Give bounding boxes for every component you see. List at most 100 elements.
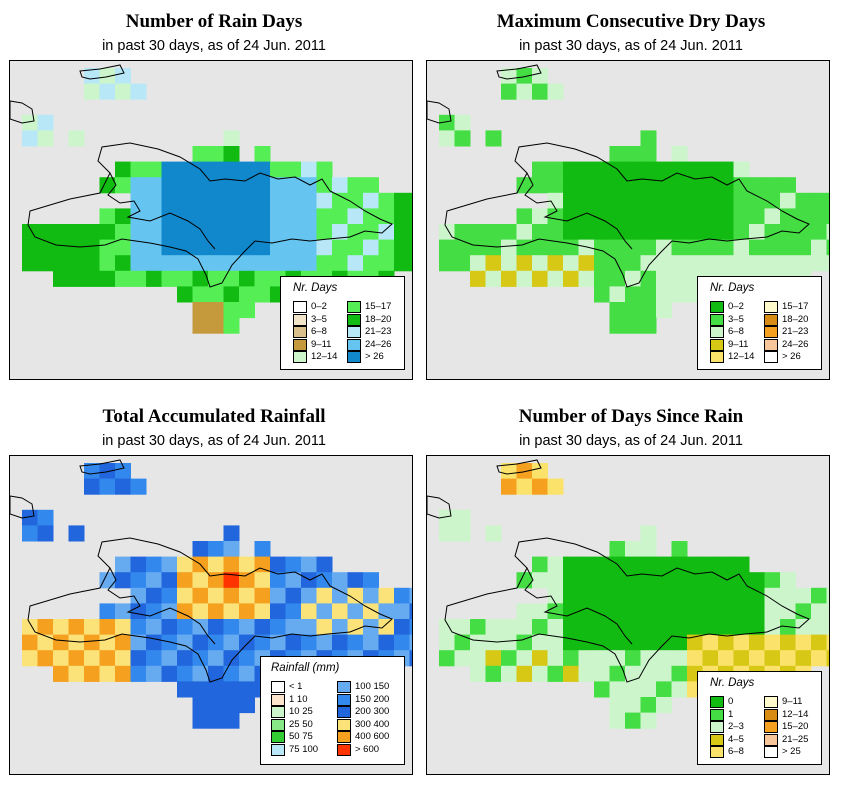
grid-cell xyxy=(223,192,240,209)
grid-cell xyxy=(332,634,348,651)
grid-cell xyxy=(239,192,255,209)
grid-cell xyxy=(501,270,517,287)
grid-cell xyxy=(749,603,765,620)
grid-cell xyxy=(37,239,54,256)
grid-cell xyxy=(532,161,548,178)
grid-cell xyxy=(146,634,162,651)
grid-cell xyxy=(811,634,827,651)
grid-cell xyxy=(687,208,703,225)
grid-cell xyxy=(640,681,657,698)
legend-swatch xyxy=(710,721,724,734)
grid-cell xyxy=(640,587,657,604)
grid-cell xyxy=(733,556,750,573)
border-line xyxy=(524,172,633,250)
grid-cell xyxy=(811,239,827,256)
grid-cell xyxy=(532,619,548,636)
grid-cell xyxy=(609,286,626,303)
grid-cell xyxy=(470,270,486,287)
legend-swatch xyxy=(764,708,778,721)
grid-cell xyxy=(640,161,657,178)
grid-cell xyxy=(625,603,641,620)
grid-cell xyxy=(656,634,672,651)
grid-cell xyxy=(625,239,641,256)
grid-cell xyxy=(470,619,486,636)
grid-cell xyxy=(316,239,333,256)
grid-cell xyxy=(223,587,240,604)
grid-cell xyxy=(702,572,719,589)
grid-cell xyxy=(378,224,395,241)
grid-cell xyxy=(53,239,69,256)
grid-cell xyxy=(84,665,100,682)
grid-cell xyxy=(177,603,193,620)
grid-cell xyxy=(609,146,626,163)
grid-cell xyxy=(99,68,116,85)
grid-cell xyxy=(671,208,688,225)
grid-cell xyxy=(656,270,672,287)
grid-cell xyxy=(347,572,364,589)
grid-cell xyxy=(718,208,734,225)
grid-cell xyxy=(223,239,240,256)
grid-cell xyxy=(409,634,412,651)
grid-cell xyxy=(301,177,317,194)
grid-cell xyxy=(53,224,69,241)
grid-cell xyxy=(223,255,240,272)
legend-title: Nr. Days xyxy=(293,282,338,294)
coastline xyxy=(10,100,35,124)
grid-cell xyxy=(594,556,610,573)
legend-swatch xyxy=(347,326,361,339)
grid-cell xyxy=(687,192,703,209)
grid-cell xyxy=(656,161,672,178)
map-grid xyxy=(10,64,412,334)
grid-cell xyxy=(192,239,209,256)
grid-cell xyxy=(547,177,564,194)
grid-cell xyxy=(811,587,827,604)
grid-cell xyxy=(671,665,688,682)
grid-cell xyxy=(578,634,595,651)
grid-cell xyxy=(547,634,564,651)
grid-cell xyxy=(671,270,688,287)
grid-cell xyxy=(99,603,116,620)
grid-cell xyxy=(223,681,240,698)
legend-swatch xyxy=(293,326,307,339)
grid-cell xyxy=(811,603,827,620)
grid-cell xyxy=(301,208,317,225)
grid-cell xyxy=(687,603,703,620)
grid-cell xyxy=(161,192,178,209)
grid-cell xyxy=(146,208,162,225)
legend-swatch xyxy=(710,746,724,759)
legend-label: 3–5 xyxy=(311,313,327,325)
grid-cell xyxy=(594,239,610,256)
grid-cell xyxy=(563,177,579,194)
grid-cell xyxy=(68,650,85,667)
grid-cell xyxy=(625,665,641,682)
grid-cell xyxy=(208,224,224,241)
grid-cell xyxy=(563,650,579,667)
grid-cell xyxy=(208,208,224,225)
grid-cell xyxy=(640,525,657,542)
grid-cell xyxy=(563,192,579,209)
grid-cell xyxy=(208,712,224,729)
grid-cell xyxy=(749,587,765,604)
grid-cell xyxy=(780,572,796,589)
grid-cell xyxy=(563,224,579,241)
grid-cell xyxy=(656,286,672,303)
grid-cell xyxy=(99,634,116,651)
grid-cell xyxy=(439,255,455,272)
grid-cell xyxy=(702,634,719,651)
grid-cell xyxy=(409,603,412,620)
grid-cell xyxy=(223,665,240,682)
grid-cell xyxy=(177,650,193,667)
grid-cell xyxy=(192,572,209,589)
legend-swatch xyxy=(271,744,285,756)
grid-cell xyxy=(37,114,54,131)
grid-cell xyxy=(671,286,688,303)
grid-cell xyxy=(146,603,162,620)
grid-cell xyxy=(378,192,395,209)
grid-cell xyxy=(177,270,193,287)
legend-label: 0–2 xyxy=(311,301,327,312)
grid-cell xyxy=(363,192,379,209)
grid-cell xyxy=(764,650,781,667)
grid-cell xyxy=(223,286,240,303)
grid-cell xyxy=(625,681,641,698)
grid-cell xyxy=(702,650,719,667)
